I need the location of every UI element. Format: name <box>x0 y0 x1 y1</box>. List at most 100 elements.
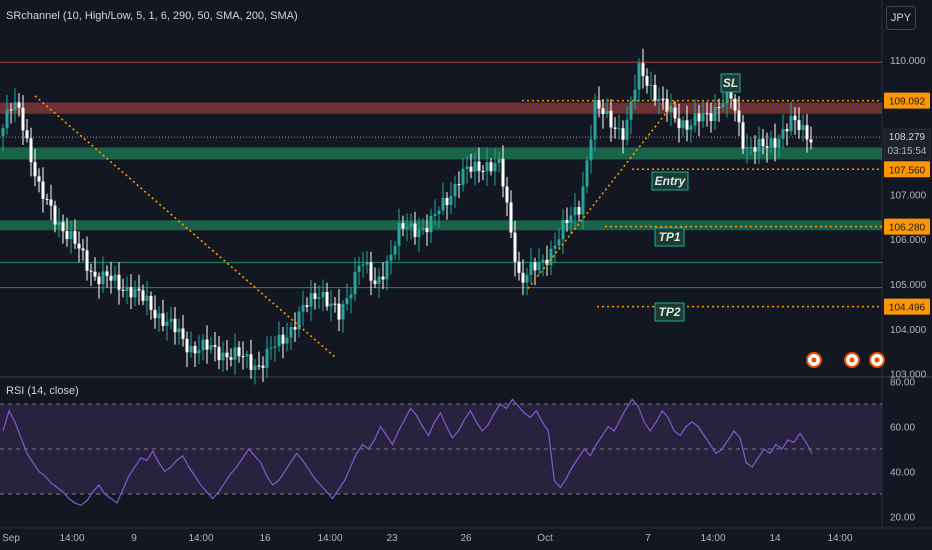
candle-body <box>669 107 673 112</box>
event-marker-icon <box>869 352 885 368</box>
candle-body <box>717 107 721 109</box>
candle-body <box>473 161 477 172</box>
candle-body <box>605 110 609 115</box>
price-tick-label: 107.000 <box>890 190 927 201</box>
candle-body <box>637 63 641 90</box>
candle-body <box>225 352 229 358</box>
candle-body <box>365 262 369 265</box>
sr-zones <box>0 102 882 231</box>
candle-body <box>453 184 457 197</box>
candle-body <box>541 259 545 263</box>
candle-body <box>565 220 569 223</box>
annotation-tp1: TP1 <box>654 227 685 247</box>
candles <box>1 48 813 385</box>
rsi-legend[interactable]: RSI (14, close) <box>6 385 79 397</box>
price-badge-value: 104.496 <box>889 303 926 314</box>
candle-body <box>325 291 329 307</box>
candle-body <box>237 347 241 357</box>
time-tick-label: 16 <box>259 533 271 544</box>
candle-body <box>401 223 405 229</box>
candle-body <box>353 271 357 295</box>
annotation-box <box>651 171 689 191</box>
zone-resistance-0 <box>0 102 882 114</box>
candle-body <box>765 146 769 148</box>
candle-body <box>393 245 397 255</box>
candle-body <box>369 262 373 281</box>
candle-body <box>697 113 701 122</box>
candle-body <box>241 356 245 358</box>
price-badge: 107.560 <box>884 161 930 178</box>
candle-body <box>233 347 237 360</box>
candle-body <box>441 197 445 211</box>
candle-body <box>625 119 629 140</box>
candle-body <box>525 274 529 283</box>
candle-body <box>121 289 125 291</box>
candle-body <box>361 264 365 266</box>
annotation-label: Entry <box>655 174 687 188</box>
candle-body <box>89 270 93 272</box>
candle-body <box>521 272 525 283</box>
candle-body <box>73 230 77 244</box>
candle-body <box>145 295 149 301</box>
price-tick-label: 110.000 <box>890 56 926 67</box>
candle-body <box>249 354 253 370</box>
candle-body <box>61 222 65 232</box>
candle-body <box>777 138 781 148</box>
candle-body <box>689 125 693 130</box>
candle-body <box>221 352 225 361</box>
price-legend[interactable]: SRchannel (10, High/Low, 5, 1, 6, 290, 5… <box>6 10 298 22</box>
candle-body <box>57 222 61 225</box>
candle-body <box>77 243 81 249</box>
candle-body <box>345 298 349 305</box>
candle-body <box>245 354 249 357</box>
candle-body <box>409 223 413 227</box>
candle-body <box>581 186 585 215</box>
rsi-tick-label: 40.00 <box>890 468 915 479</box>
level-lines <box>0 61 882 308</box>
candle-body <box>781 129 785 139</box>
price-tick-label: 104.000 <box>890 325 927 336</box>
candle-body <box>493 162 497 172</box>
candle-body <box>117 274 121 290</box>
candle-body <box>113 274 117 281</box>
price-badge: 106.280 <box>884 218 930 235</box>
price-badge-value: 109.092 <box>889 97 926 108</box>
candle-body <box>529 262 533 275</box>
time-tick-label: Sep <box>2 533 20 544</box>
candle-body <box>497 158 501 163</box>
candle-body <box>537 262 541 271</box>
candle-body <box>673 107 677 119</box>
candle-body <box>549 248 553 266</box>
candle-body <box>609 110 613 128</box>
candle-body <box>749 147 753 149</box>
candle-body <box>797 120 801 130</box>
candle-body <box>517 261 521 273</box>
candle-body <box>181 328 185 339</box>
candle-body <box>69 230 73 240</box>
candle-body <box>629 101 633 120</box>
candle-body <box>757 138 761 152</box>
candle-body <box>589 139 593 161</box>
candle-body <box>425 228 429 233</box>
candle-body <box>5 109 9 129</box>
candle-body <box>417 229 421 238</box>
candle-body <box>729 87 733 99</box>
candle-body <box>569 215 573 223</box>
time-tick-label: 23 <box>386 533 398 544</box>
candle-body <box>33 162 37 177</box>
candle-body <box>109 275 113 281</box>
candle-body <box>317 297 321 299</box>
candle-body <box>801 125 805 130</box>
candle-body <box>713 107 717 121</box>
candle-body <box>37 176 41 182</box>
rsi-tick-label: 60.00 <box>890 423 915 434</box>
candle-body <box>593 100 597 140</box>
annotation-entry: Entry <box>651 171 689 191</box>
candle-body <box>613 127 617 129</box>
candle-body <box>9 109 13 111</box>
candle-body <box>741 122 745 149</box>
candle-body <box>41 181 45 199</box>
currency-button[interactable]: JPY <box>886 6 916 30</box>
candle-body <box>397 223 401 246</box>
